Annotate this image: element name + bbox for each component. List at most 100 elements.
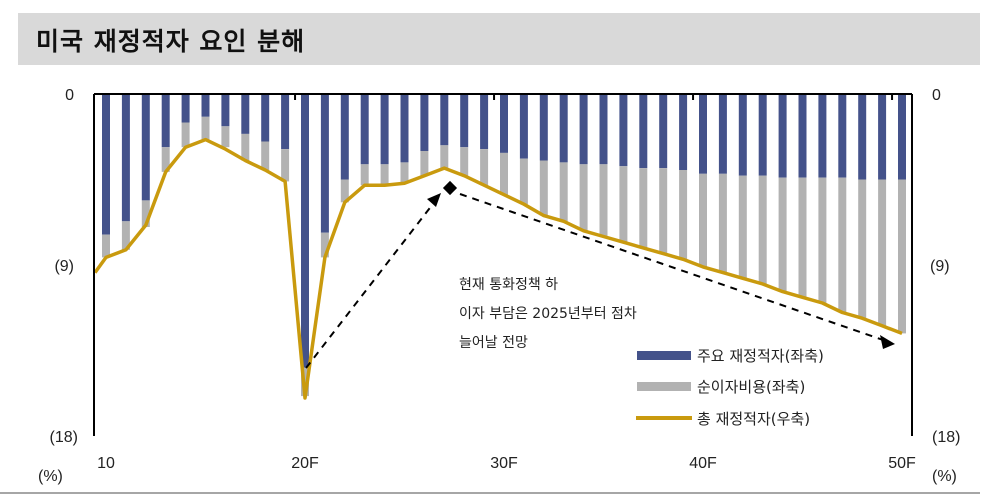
bar-net-interest-2035 xyxy=(599,164,608,237)
page-title: 미국 재정적자 요인 분해 xyxy=(36,27,306,56)
bar-net-interest-2036 xyxy=(619,166,628,243)
bar-net-interest-2040 xyxy=(699,173,707,267)
bar-primary-deficit-2011 xyxy=(121,94,130,222)
bar-net-interest-2021 xyxy=(320,232,329,258)
bar-primary-deficit-2047 xyxy=(838,94,847,178)
annotation-line-3: 늘어날 전망 xyxy=(459,335,528,351)
bars-group xyxy=(102,94,906,397)
bar-net-interest-2024 xyxy=(380,164,389,186)
left-tick-18: (18) xyxy=(50,429,78,446)
bar-net-interest-2028 xyxy=(460,147,469,176)
axes-group xyxy=(93,93,913,436)
bar-primary-deficit-2022 xyxy=(340,94,349,180)
bar-net-interest-2015 xyxy=(201,116,210,140)
bar-net-interest-2037 xyxy=(639,168,648,248)
bar-net-interest-2027 xyxy=(440,145,449,169)
bar-primary-deficit-2049 xyxy=(878,94,887,180)
bar-primary-deficit-2019 xyxy=(281,94,290,150)
x-tick-10: 10 xyxy=(97,455,115,472)
bar-primary-deficit-2023 xyxy=(360,94,369,165)
bar-net-interest-2039 xyxy=(679,170,688,260)
bar-net-interest-2050 xyxy=(898,179,906,334)
right-tick-9: (9) xyxy=(930,258,950,275)
bar-net-interest-2026 xyxy=(420,151,429,176)
right-unit: (%) xyxy=(932,468,957,485)
bar-net-interest-2030 xyxy=(500,152,508,195)
x-tick-40F: 40F xyxy=(689,455,717,472)
bar-net-interest-2019 xyxy=(281,149,290,182)
annotation-line-2: 이자 부담은 2025년부터 점차 xyxy=(459,306,637,322)
bar-primary-deficit-2037 xyxy=(639,94,648,169)
bar-primary-deficit-2038 xyxy=(659,94,668,169)
bar-primary-deficit-2026 xyxy=(420,94,429,151)
legend-label-primary: 주요 재정적자(좌축) xyxy=(697,347,824,365)
bar-primary-deficit-2021 xyxy=(320,94,329,233)
bar-net-interest-2017 xyxy=(241,133,250,161)
right-tick-18: (18) xyxy=(932,429,960,446)
x-tick-20F: 20F xyxy=(291,455,319,472)
bar-net-interest-2038 xyxy=(659,168,668,254)
bar-primary-deficit-2017 xyxy=(241,94,250,134)
bar-net-interest-2029 xyxy=(480,149,489,186)
bar-net-interest-2049 xyxy=(878,179,887,326)
bar-net-interest-2042 xyxy=(738,175,747,279)
bar-net-interest-2043 xyxy=(758,175,767,284)
bar-primary-deficit-2036 xyxy=(619,94,628,167)
x-tick-50F: 50F xyxy=(888,455,916,472)
bar-net-interest-2012 xyxy=(141,200,150,227)
bar-primary-deficit-2050 xyxy=(898,94,906,180)
annotation-arrows xyxy=(305,180,895,369)
annotation-line-1: 현재 통화정책 하 xyxy=(459,277,558,293)
bar-net-interest-2045 xyxy=(798,177,807,298)
bar-primary-deficit-2035 xyxy=(599,94,608,165)
line-group xyxy=(93,137,903,400)
bar-primary-deficit-2030 xyxy=(500,94,508,153)
bar-primary-deficit-2012 xyxy=(141,94,150,201)
legend-label-interest: 순이자비용(좌축) xyxy=(697,378,805,396)
bar-net-interest-2048 xyxy=(858,179,867,319)
bar-net-interest-2046 xyxy=(818,177,827,303)
bar-primary-deficit-2045 xyxy=(798,94,807,178)
bar-primary-deficit-2028 xyxy=(460,94,469,148)
bar-primary-deficit-2020 xyxy=(301,94,309,368)
start-marker xyxy=(442,180,458,196)
bar-primary-deficit-2029 xyxy=(480,94,489,150)
bar-primary-deficit-2043 xyxy=(758,94,767,176)
bar-primary-deficit-2040 xyxy=(699,94,707,174)
bar-net-interest-2022 xyxy=(340,179,349,203)
bar-primary-deficit-2025 xyxy=(400,94,409,163)
bar-net-interest-2032 xyxy=(539,160,548,216)
trend-arrow-head xyxy=(880,335,895,349)
trend-arrow-line xyxy=(459,193,887,342)
bar-net-interest-2018 xyxy=(261,141,270,170)
bar-primary-deficit-2039 xyxy=(679,94,688,170)
x-tick-30F: 30F xyxy=(490,455,518,472)
rise-arrow-line xyxy=(305,199,437,369)
bar-primary-deficit-2046 xyxy=(818,94,827,178)
bar-net-interest-2025 xyxy=(400,162,409,184)
bar-net-interest-2034 xyxy=(579,164,588,231)
bar-primary-deficit-2016 xyxy=(221,94,230,127)
legend-label-total: 총 재정적자(우축) xyxy=(697,410,810,428)
bar-net-interest-2014 xyxy=(181,122,190,148)
legend-swatch-primary xyxy=(637,351,691,360)
bar-primary-deficit-2041 xyxy=(718,94,727,174)
left-tick-9: (9) xyxy=(54,258,74,275)
bar-net-interest-2044 xyxy=(778,177,787,292)
bar-net-interest-2011 xyxy=(121,221,130,250)
bar-primary-deficit-2010 xyxy=(102,94,110,235)
total-deficit-line xyxy=(93,137,903,400)
bar-net-interest-2041 xyxy=(718,173,727,273)
bar-primary-deficit-2018 xyxy=(261,94,270,142)
rise-arrow-head xyxy=(427,193,441,207)
bar-primary-deficit-2027 xyxy=(440,94,449,146)
left-unit: (%) xyxy=(38,468,63,485)
legend: 주요 재정적자(좌축) 순이자비용(좌축) 총 재정적자(우축) xyxy=(636,347,824,428)
bar-primary-deficit-2013 xyxy=(161,94,170,148)
bar-primary-deficit-2024 xyxy=(380,94,389,165)
bar-primary-deficit-2015 xyxy=(201,94,210,117)
right-tick-0: 0 xyxy=(932,87,941,104)
bar-net-interest-2023 xyxy=(360,164,369,186)
bar-primary-deficit-2033 xyxy=(559,94,568,163)
